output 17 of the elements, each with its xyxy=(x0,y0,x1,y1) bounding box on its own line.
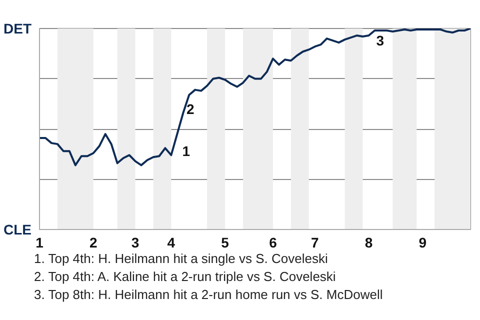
annotation: 1 xyxy=(182,143,190,160)
text: 1. Top 4th: H. Heilmann hit a single vs S. Coveleski xyxy=(34,250,328,268)
annotation: 3 xyxy=(376,32,384,49)
x-tick-label: 4 xyxy=(167,234,176,250)
x-tick-label: 2 xyxy=(89,234,98,250)
text: 3. Top 8th: H. Heilmann hit a 2-run home run vs S. McDowell xyxy=(34,286,383,304)
x-tick-label: 3 xyxy=(131,234,140,250)
annotation: 2 xyxy=(186,100,194,117)
x-tick-label: 8 xyxy=(364,234,373,250)
x-tick-label: 9 xyxy=(418,234,427,250)
x-tick-label: 6 xyxy=(269,234,278,250)
x-tick-label: 5 xyxy=(221,234,230,250)
x-tick-label: 1 xyxy=(36,234,44,250)
text: DET xyxy=(4,20,32,36)
x-tick-label: 7 xyxy=(310,234,319,250)
text: CLE xyxy=(4,222,32,238)
text: 2. Top 4th: A. Kaline hit a 2-run triple vs S. Coveleski xyxy=(34,268,336,286)
